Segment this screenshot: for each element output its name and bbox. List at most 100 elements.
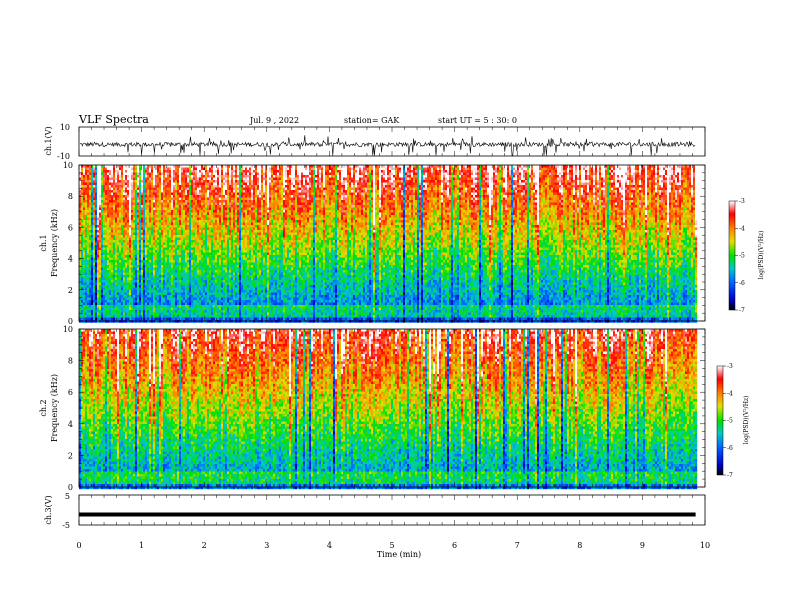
spectrogram-cell xyxy=(355,170,357,173)
spectrogram-cell xyxy=(271,168,273,171)
spectrogram-cell xyxy=(481,165,483,168)
spectrogram-cell xyxy=(399,168,401,171)
spectrogram-cell xyxy=(211,165,213,168)
spectrogram-cell xyxy=(247,165,249,168)
spectrogram-cell xyxy=(433,165,435,168)
spectrogram-cell xyxy=(89,165,91,168)
spectrogram-cell xyxy=(393,168,395,171)
spectrogram-cell xyxy=(483,168,485,171)
spectrogram-cell xyxy=(119,168,121,171)
spectrogram-cell xyxy=(531,165,533,168)
spectrogram-cell xyxy=(313,170,315,173)
spectrogram-cell xyxy=(375,165,377,168)
spectrogram-cell xyxy=(263,168,265,171)
spectrogram-cell xyxy=(109,170,111,173)
spectrogram-cell xyxy=(423,168,425,171)
spectrogram-cell xyxy=(81,165,83,168)
spectrogram-cell xyxy=(689,165,691,168)
spectrogram-cell xyxy=(219,168,221,171)
spectrogram-cell xyxy=(527,168,529,171)
spectrogram-cell xyxy=(517,170,519,173)
spectrogram-cell xyxy=(601,168,603,171)
spectrogram-cell xyxy=(405,165,407,168)
spectrogram-cell xyxy=(493,168,495,171)
spectrogram-cell xyxy=(469,170,471,173)
ch1-ytick-top: 10 xyxy=(60,123,70,132)
spectrogram-cell xyxy=(353,170,355,173)
spectrogram-cell xyxy=(239,165,241,168)
spectrogram-cell xyxy=(269,165,271,168)
spectrogram-cell xyxy=(137,168,139,171)
spectrogram-cell xyxy=(493,165,495,168)
spectrogram-cell xyxy=(411,168,413,171)
station-label: station= GAK xyxy=(344,116,400,125)
spectrogram-cell xyxy=(305,168,307,171)
spectrogram-cell xyxy=(175,168,177,171)
spectrogram-cell xyxy=(347,165,349,168)
spectrogram-cell xyxy=(95,165,97,168)
spectrogram-cell xyxy=(563,165,565,168)
spectrogram-cell xyxy=(321,168,323,171)
spectrogram-cell xyxy=(437,165,439,168)
spectrogram-cell xyxy=(149,170,151,173)
spectrogram-cell xyxy=(593,165,595,168)
spectrogram-cell xyxy=(121,168,123,171)
spectrogram-cell xyxy=(523,170,525,173)
spectrogram-cell xyxy=(213,168,215,171)
spectrogram-cell xyxy=(427,165,429,168)
spectrogram-cell xyxy=(281,168,283,171)
spectrogram-cell xyxy=(611,165,613,168)
spectrogram-cell xyxy=(173,168,175,171)
spectrogram-cell xyxy=(575,170,577,173)
spectrogram-cell xyxy=(259,165,261,168)
spectrogram-cell xyxy=(185,170,187,173)
spectrogram-cell xyxy=(487,170,489,173)
spectrogram-cell xyxy=(137,170,139,173)
spectrogram-cell xyxy=(565,165,567,168)
spectrogram-cell xyxy=(299,170,301,173)
spectrogram-cell xyxy=(133,170,135,173)
spectrogram-cell xyxy=(621,165,623,168)
spectrogram-cell xyxy=(625,165,627,168)
spectrogram-cell xyxy=(305,170,307,173)
spectrogram-cell xyxy=(123,170,125,173)
spectrogram-cell xyxy=(183,168,185,171)
spectrogram-cell xyxy=(193,170,195,173)
spectrogram-cell xyxy=(559,168,561,171)
spectrogram-cell xyxy=(117,165,119,168)
spectrogram-cell xyxy=(623,165,625,168)
spectrogram-cell xyxy=(377,168,379,171)
spectrogram-cell xyxy=(691,165,693,168)
spectrogram-cell xyxy=(537,170,539,173)
spectrogram-cell xyxy=(353,165,355,168)
spectrogram-cell xyxy=(87,168,89,171)
spectrogram-cell xyxy=(347,168,349,171)
spectrogram-cell xyxy=(275,165,277,168)
spectrogram-cell xyxy=(431,170,433,173)
spectrogram-cell xyxy=(249,168,251,171)
spectrogram-cell xyxy=(597,170,599,173)
spectrogram-cell xyxy=(511,165,513,168)
spectrogram-cell xyxy=(499,165,501,168)
spectrogram-cell xyxy=(261,170,263,173)
spectrogram-cell xyxy=(167,170,169,173)
spectrogram-cell xyxy=(251,170,253,173)
spectrogram-cell xyxy=(555,170,557,173)
spectrogram-cell xyxy=(693,165,695,168)
spectrogram-cell xyxy=(225,168,227,171)
spectrogram-cell xyxy=(625,168,627,171)
spectrogram-cell xyxy=(455,168,457,171)
spectrogram-cell xyxy=(303,165,305,168)
spectrogram-cell xyxy=(663,165,665,168)
spectrogram-cell xyxy=(587,170,589,173)
spectrogram-cell xyxy=(587,168,589,171)
spectrogram-cell xyxy=(285,170,287,173)
spectrogram-cell xyxy=(671,165,673,168)
spectrogram-cell xyxy=(471,165,473,168)
spectrogram-cell xyxy=(355,168,357,171)
spectrogram-cell xyxy=(533,170,535,173)
spectrogram-cell xyxy=(473,168,475,171)
spectrogram-cell xyxy=(389,165,391,168)
spectrogram-cell xyxy=(209,165,211,168)
spectrogram-cell xyxy=(387,170,389,173)
